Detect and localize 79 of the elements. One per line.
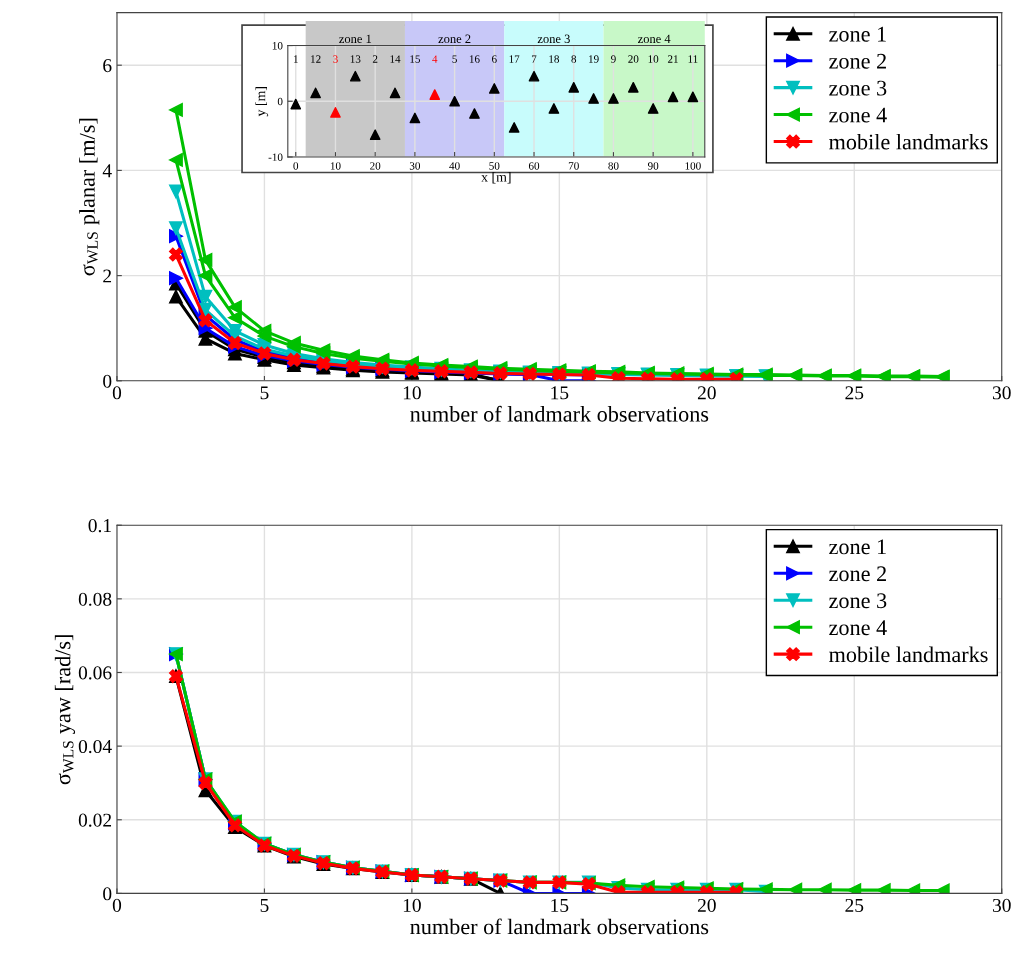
x-tick-label: 25 (845, 386, 864, 400)
annotation: 7 (531, 55, 537, 63)
x-tick-label: 20 (697, 386, 716, 400)
annotation: 8 (571, 55, 577, 63)
y-axis-title: y [m] (255, 87, 269, 117)
legend-label: zone 3 (829, 593, 887, 609)
band-label: zone 4 (638, 34, 671, 43)
x-tick-label: 15 (551, 386, 569, 400)
annotation: 5 (452, 55, 457, 63)
annotation: 9 (611, 55, 616, 63)
annotation: 18 (549, 55, 560, 63)
annotation: 12 (311, 55, 321, 63)
legend-label: mobile landmarks (829, 133, 988, 150)
x-tick-label: 5 (260, 899, 269, 912)
annotation: 11 (688, 55, 698, 63)
annotation: 1 (293, 55, 298, 63)
annotation: 14 (390, 55, 401, 63)
x-tick-label: 0 (293, 162, 299, 170)
legend-label: mobile landmarks (829, 646, 988, 663)
y-tick-label: 0 (277, 97, 283, 106)
y-tick-label: 0 (103, 374, 112, 388)
legend-label: zone 3 (829, 80, 887, 96)
legend-label: zone 1 (829, 539, 886, 555)
annotation: 6 (492, 55, 497, 63)
y-tick-label: 0.06 (78, 666, 112, 680)
y-tick-label: 0.1 (88, 519, 111, 533)
y-tick-label: 2 (103, 269, 112, 283)
annotation: 2 (372, 55, 378, 63)
x-tick-label: 0 (112, 898, 122, 912)
x-tick-label: 20 (697, 898, 716, 912)
y-tick-label: 0.04 (78, 739, 112, 754)
x-tick-label: 100 (685, 162, 701, 170)
y-axis-title: σ$_{WLS}$ planar [m/s] (79, 118, 100, 276)
band-label: zone 3 (537, 34, 570, 43)
x-axis-title: number of landmark observations (410, 918, 709, 935)
x-tick-label: 0 (112, 386, 122, 400)
x-tick-label: 40 (449, 162, 460, 170)
x-tick-label: 30 (409, 162, 421, 170)
x-tick-label: 10 (403, 386, 421, 400)
y-tick-label: 0.02 (78, 813, 112, 827)
x-tick-label: 20 (370, 162, 381, 170)
x-tick-label: 25 (845, 898, 864, 912)
band-label: zone 2 (438, 34, 471, 43)
annotation: 20 (628, 55, 639, 63)
x-tick-label: 80 (608, 162, 619, 170)
annotation: 19 (589, 55, 599, 63)
x-tick-label: 15 (551, 898, 569, 912)
annotation: 15 (410, 55, 421, 63)
legend-label: zone 1 (829, 26, 886, 42)
y-tick-label: 4 (102, 164, 112, 178)
x-tick-label: 60 (528, 162, 540, 170)
legend-label: zone 2 (829, 566, 886, 582)
y-tick-label: -10 (268, 153, 283, 161)
annotation: 13 (350, 55, 361, 63)
x-tick-label: 30 (992, 386, 1011, 400)
x-axis-title: x [m] (481, 171, 511, 184)
annotation: 10 (648, 55, 659, 63)
x-tick-label: 70 (568, 162, 579, 170)
legend-label: zone 4 (829, 107, 887, 123)
band-label: zone 1 (339, 34, 372, 43)
annotation: 21 (667, 55, 678, 63)
y-axis-title: σ$_{WLS}$ yaw [rad/s] (54, 635, 76, 785)
legend-label: zone 4 (829, 620, 887, 636)
x-tick-label: 10 (330, 162, 341, 170)
x-axis-title: number of landmark observations (410, 405, 709, 422)
annotation: 4 (432, 55, 438, 63)
x-tick-label: 50 (489, 162, 500, 170)
x-tick-label: 30 (992, 898, 1011, 912)
y-tick-label: 0.08 (78, 592, 112, 606)
annotation: 3 (333, 55, 338, 63)
y-tick-label: 10 (272, 42, 283, 50)
y-tick-label: 6 (103, 59, 112, 73)
legend-label: zone 2 (829, 53, 886, 69)
annotation: 16 (469, 55, 480, 63)
x-tick-label: 90 (647, 162, 659, 170)
x-tick-label: 5 (260, 386, 269, 400)
annotation: 17 (509, 55, 520, 63)
y-tick-label: 0 (103, 887, 112, 901)
x-tick-label: 10 (403, 898, 421, 912)
